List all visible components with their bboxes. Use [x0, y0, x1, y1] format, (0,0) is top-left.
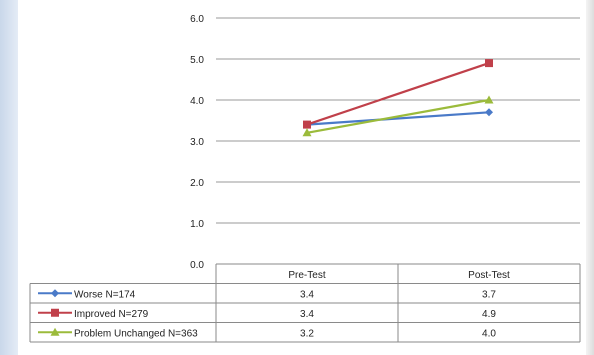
- y-tick-label: 0.0: [190, 260, 204, 271]
- data-point: [51, 308, 59, 317]
- y-tick-label: 3.0: [190, 137, 204, 148]
- series-line: [306, 98, 490, 134]
- table-value: 4.9: [482, 309, 496, 320]
- data-point: [51, 289, 59, 298]
- legend-label: Problem Unchanged N=363: [74, 328, 198, 339]
- y-tick-label: 6.0: [190, 14, 204, 25]
- line-chart: 0.0 1.0 2.0 3.0 4.0 5.0 6.0 Pre-Test Post-Test Wo…: [29, 14, 581, 343]
- table-value: 3.7: [482, 289, 496, 300]
- table-value: 3.2: [300, 328, 314, 339]
- data-point: [484, 95, 494, 104]
- series-line: [306, 62, 490, 126]
- table-value: 4.0: [482, 328, 496, 339]
- data-point: [485, 108, 493, 117]
- data-point: [50, 327, 60, 336]
- data-point: [485, 59, 493, 68]
- y-tick-label: 2.0: [190, 178, 204, 189]
- y-tick-label: 1.0: [190, 219, 204, 230]
- table-value: 3.4: [300, 309, 314, 320]
- chart-area: 0.0 1.0 2.0 3.0 4.0 5.0 6.0 Pre-Test Post-Test Wo…: [18, 0, 586, 355]
- x-category-label: Post-Test: [468, 270, 510, 281]
- y-tick-label: 4.0: [190, 96, 204, 107]
- legend-label: Worse N=174: [74, 289, 136, 300]
- data-point: [302, 128, 312, 137]
- x-category-label: Pre-Test: [288, 270, 325, 281]
- table-value: 3.4: [300, 289, 314, 300]
- background-right-strip: [586, 0, 594, 355]
- legend-label: Improved N=279: [74, 309, 149, 320]
- series-line: [306, 111, 490, 126]
- y-tick-label: 5.0: [190, 55, 204, 66]
- data-point: [303, 120, 311, 129]
